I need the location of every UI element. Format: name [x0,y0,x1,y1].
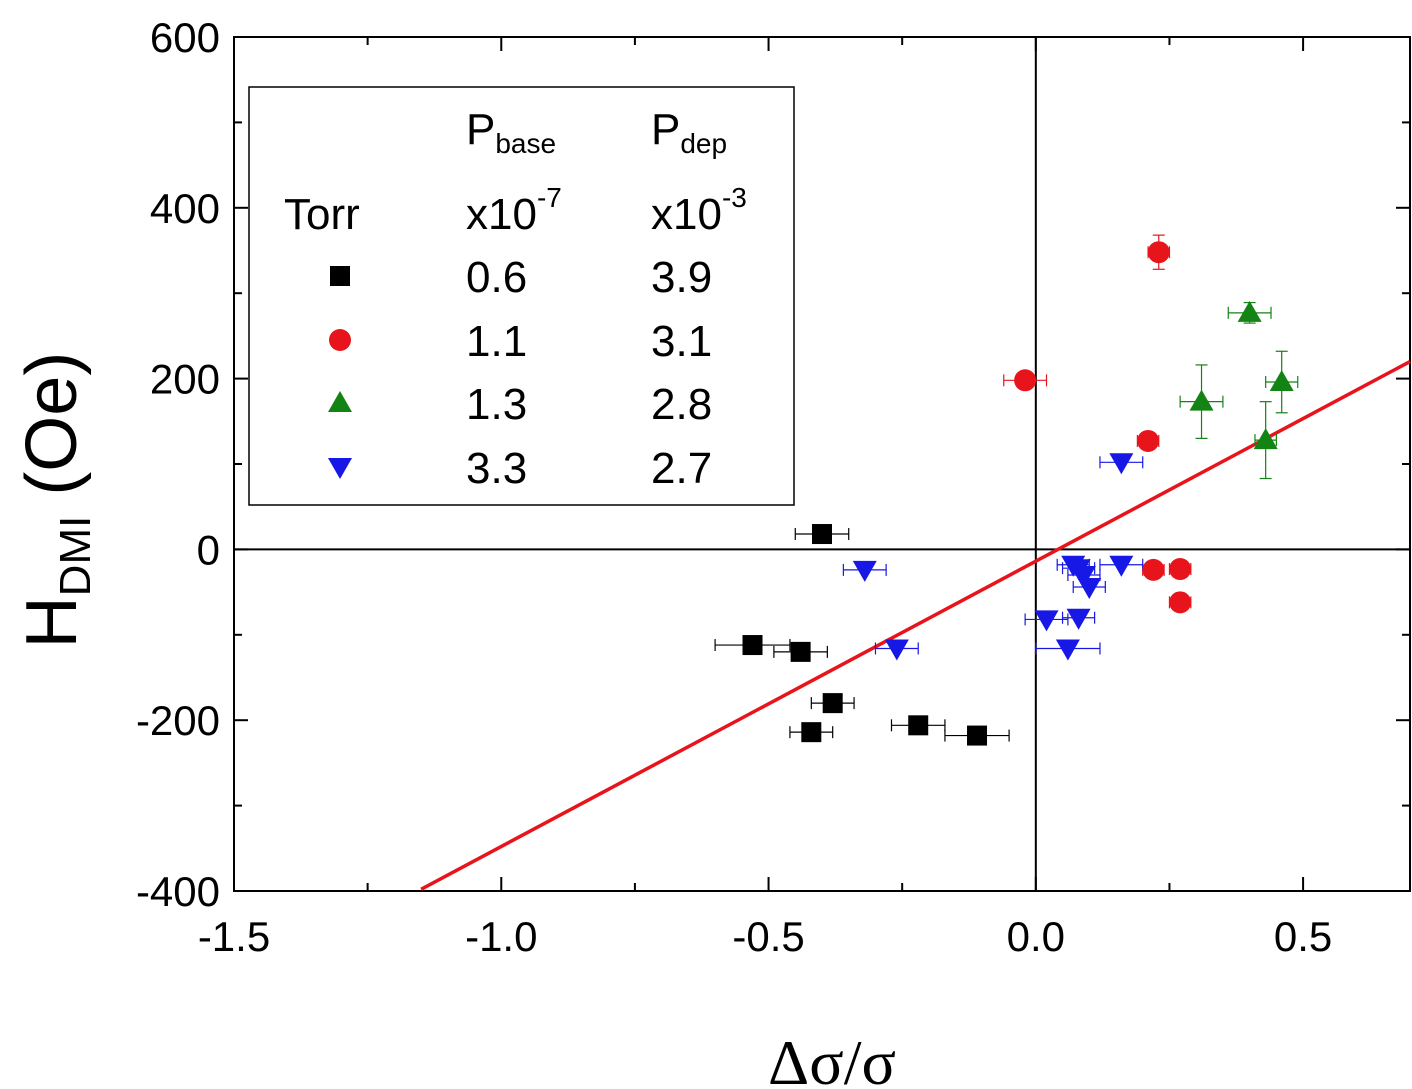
data-point-series-0 [812,524,832,545]
fit-line [420,359,1411,891]
legend-header-pbase: Pbase [466,105,556,159]
data-point-series-3 [1034,610,1059,632]
axis-ticks [233,36,1410,892]
legend-row-2-pbase: 1.3 [466,380,527,429]
y-tick-label: 600 [150,14,220,61]
legend-marker-0 [330,266,350,286]
data-point-series-3 [1071,566,1096,588]
data-point-series-0 [822,693,843,714]
legend-row-0-pdep: 3.9 [651,253,712,302]
legend-row-0-pbase: 0.6 [466,253,527,302]
data-point-series-0 [967,725,988,746]
legend-row-1-pdep: 3.1 [651,317,712,366]
y-tick-label: 200 [150,356,220,403]
x-tick-label: 0.0 [1007,913,1065,960]
data-point-series-2 [1189,389,1214,411]
y-tick-label: 400 [150,185,220,232]
x-axis-title: Δσ/σ [768,1027,896,1089]
x-tick-label: 0.5 [1274,913,1332,960]
x-tick-label: -1.0 [465,913,537,960]
data-point-series-2 [1253,428,1278,450]
data-point-series-1 [1169,591,1192,614]
data-point-series-1 [1147,241,1170,264]
y-tick-label: -200 [136,697,220,744]
legend-markers [328,266,352,479]
data-point-series-0 [908,715,929,736]
y-axis-title: HDMI (Oe) [12,352,100,649]
legend: Pbase Pdep Torr x10-7 x10-3 0.6 3.9 1.1 … [248,86,795,506]
legend-units-pdep: x10-3 [651,182,747,239]
legend-units-pbase: x10-7 [466,182,562,239]
legend-box [248,86,795,506]
legend-row-3-pbase: 3.3 [466,444,527,493]
reference-lines [234,37,1410,891]
data-point-series-3 [1077,577,1102,599]
x-tick-label: -1.5 [198,913,270,960]
tick-labels: -1.5 -1.0 -0.5 0.0 0.5 -400 -200 0 200 400 600 [136,14,1332,960]
legend-units-torr: Torr [284,190,360,239]
data-point-series-2 [1237,300,1262,322]
legend-marker-1 [329,329,351,351]
x-tick-label: -0.5 [732,913,804,960]
legend-header-pdep: Pdep [651,105,727,159]
y-tick-label: -400 [136,868,220,915]
data-point-series-2 [1269,370,1294,392]
data-point-series-1 [1014,369,1037,392]
data-point-series-1 [1137,429,1160,452]
data-point-series-3 [1109,453,1134,475]
data-point-series-0 [801,722,822,743]
legend-marker-3 [328,458,352,479]
legend-row-1-pbase: 1.1 [466,317,527,366]
fit-line-group [420,359,1411,891]
data-point-series-1 [1169,558,1192,581]
legend-row-2-pdep: 2.8 [651,380,712,429]
legend-marker-2 [328,391,352,412]
data-point-series-3 [1055,639,1080,661]
legend-row-3-pdep: 2.7 [651,444,712,493]
y-tick-label: 0 [197,526,220,573]
data-markers [742,241,1294,746]
data-point-series-0 [790,641,811,662]
data-point-series-3 [852,560,877,582]
data-point-series-3 [1109,555,1134,577]
data-point-series-3 [884,639,909,661]
data-point-series-0 [742,635,763,656]
data-point-series-1 [1142,558,1165,581]
data-point-series-3 [1066,608,1091,630]
